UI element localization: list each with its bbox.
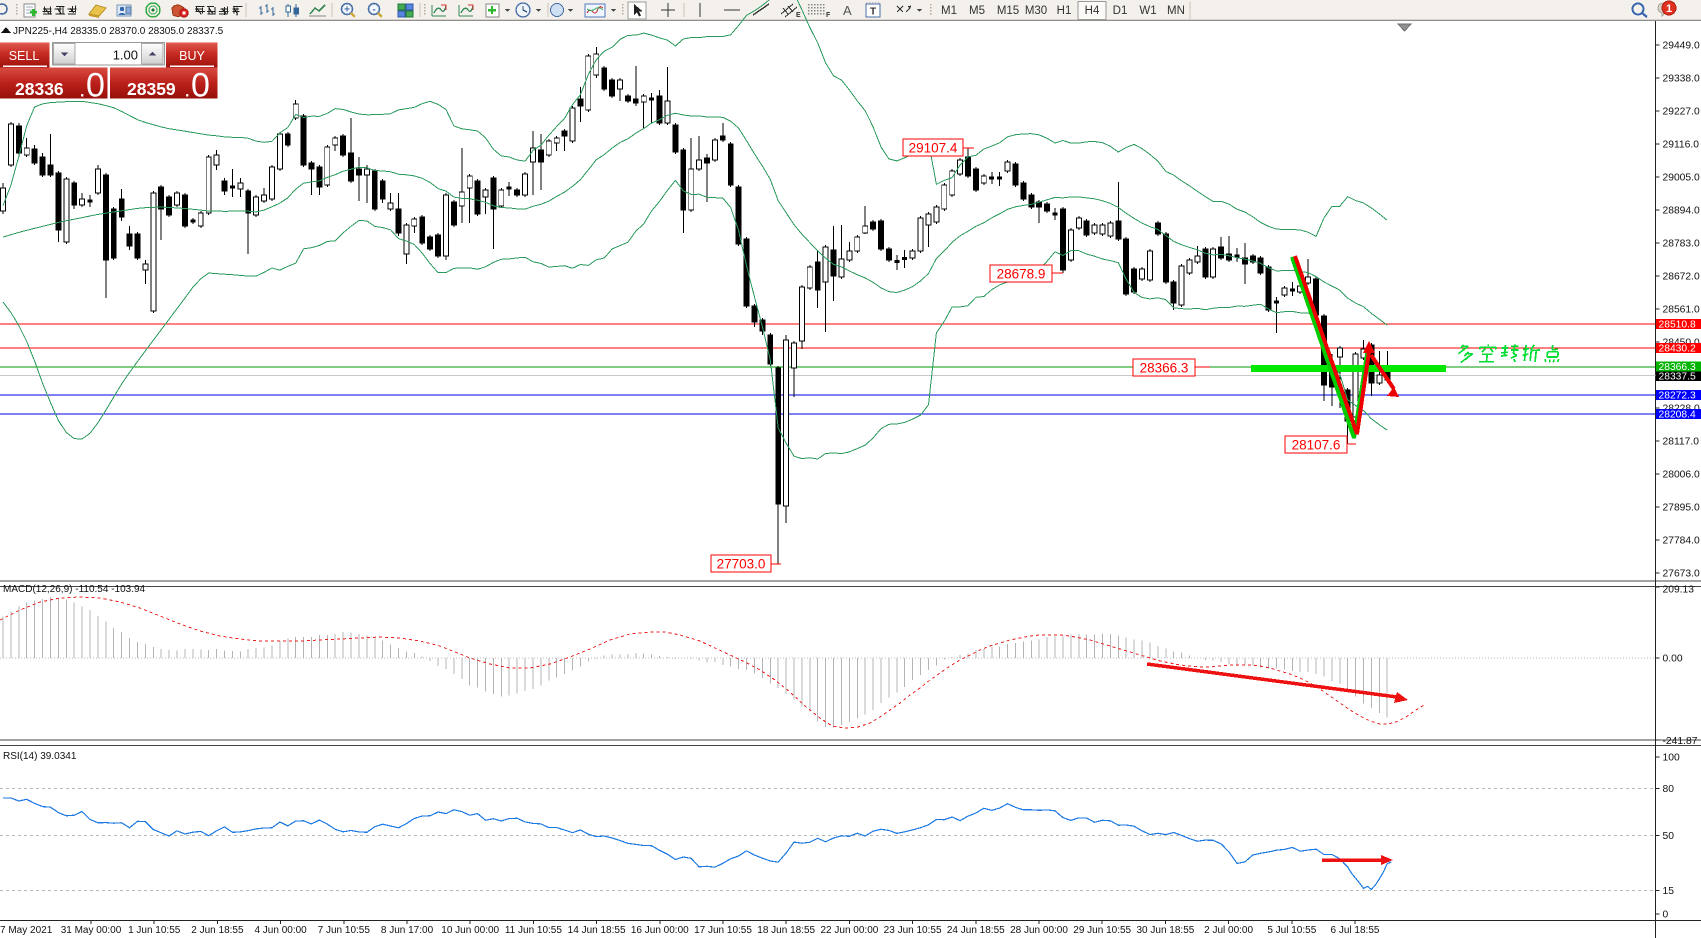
svg-text:27673.0: 27673.0: [1663, 569, 1700, 580]
svg-text:14 Jun 18:55: 14 Jun 18:55: [568, 925, 626, 936]
svg-text:28 Jun 00:00: 28 Jun 00:00: [1010, 925, 1068, 936]
svg-text:28107.6: 28107.6: [1292, 438, 1341, 453]
svg-text:H4: H4: [1085, 5, 1100, 17]
svg-text:29338.0: 29338.0: [1663, 74, 1700, 85]
svg-text:15: 15: [1663, 886, 1675, 897]
svg-text:209.13: 209.13: [1663, 584, 1695, 595]
svg-text:28510.8: 28510.8: [1659, 319, 1696, 330]
svg-text:28272.3: 28272.3: [1659, 390, 1696, 401]
svg-text:A: A: [843, 3, 852, 18]
svg-text:100: 100: [1663, 753, 1680, 764]
svg-text:6 Jul 18:55: 6 Jul 18:55: [1331, 925, 1380, 936]
svg-text:27784.0: 27784.0: [1663, 536, 1700, 547]
svg-text:28783.0: 28783.0: [1663, 239, 1700, 250]
svg-text:7 Jun 10:55: 7 Jun 10:55: [318, 925, 371, 936]
svg-text:50: 50: [1663, 831, 1675, 842]
svg-text:H1: H1: [1057, 5, 1072, 17]
svg-text:M30: M30: [1025, 5, 1047, 17]
svg-text:28672.0: 28672.0: [1663, 272, 1700, 283]
svg-text:29227.0: 29227.0: [1663, 107, 1700, 118]
svg-text:8 Jun 17:00: 8 Jun 17:00: [381, 925, 434, 936]
svg-text:1: 1: [1666, 3, 1672, 15]
svg-text:0: 0: [191, 67, 210, 105]
svg-text:2 Jul 00:00: 2 Jul 00:00: [1204, 925, 1253, 936]
svg-text:T: T: [870, 7, 876, 18]
svg-text:5 Jul 10:55: 5 Jul 10:55: [1267, 925, 1316, 936]
svg-text:MN: MN: [1167, 5, 1185, 17]
svg-text:28430.2: 28430.2: [1659, 343, 1696, 354]
svg-text:1 Jun 10:55: 1 Jun 10:55: [128, 925, 181, 936]
svg-text:10 Jun 00:00: 10 Jun 00:00: [441, 925, 499, 936]
svg-text:-241.87: -241.87: [1663, 736, 1698, 747]
svg-text:29 Jun 10:55: 29 Jun 10:55: [1073, 925, 1131, 936]
svg-text:4 Jun 00:00: 4 Jun 00:00: [254, 925, 307, 936]
svg-text:28366.3: 28366.3: [1659, 362, 1696, 373]
svg-text:27703.0: 27703.0: [717, 557, 766, 572]
svg-text:0.00: 0.00: [1663, 654, 1683, 665]
svg-text:28117.0: 28117.0: [1663, 437, 1700, 448]
svg-text:+: +: [344, 5, 350, 16]
svg-text:RSI(14) 39.0341: RSI(14) 39.0341: [3, 751, 77, 762]
svg-text:D1: D1: [1113, 5, 1128, 17]
svg-text:24 Jun 18:55: 24 Jun 18:55: [947, 925, 1005, 936]
svg-text:0: 0: [86, 67, 105, 105]
svg-text:W1: W1: [1139, 5, 1156, 17]
svg-text:22 Jun 00:00: 22 Jun 00:00: [820, 925, 878, 936]
svg-text:28894.0: 28894.0: [1663, 206, 1700, 217]
svg-text:23 Jun 10:55: 23 Jun 10:55: [884, 925, 942, 936]
svg-text:MACD(12,26,9) -110.54 -103.94: MACD(12,26,9) -110.54 -103.94: [3, 584, 146, 595]
svg-text:29005.0: 29005.0: [1663, 173, 1700, 184]
svg-text:28336: 28336: [15, 79, 64, 99]
svg-text:7 May 2021: 7 May 2021: [0, 925, 53, 936]
svg-text:29449.0: 29449.0: [1663, 41, 1700, 52]
svg-text:17 Jun 10:55: 17 Jun 10:55: [694, 925, 752, 936]
svg-text:M5: M5: [969, 5, 985, 17]
svg-text:18 Jun 18:55: 18 Jun 18:55: [757, 925, 815, 936]
svg-text:BUY: BUY: [179, 49, 205, 63]
svg-text:2 Jun 18:55: 2 Jun 18:55: [191, 925, 244, 936]
svg-text:28006.0: 28006.0: [1663, 470, 1700, 481]
svg-text:16 Jun 00:00: 16 Jun 00:00: [631, 925, 689, 936]
svg-text:28337.5: 28337.5: [1659, 371, 1696, 382]
svg-text:-: -: [372, 5, 375, 16]
svg-text:28561.0: 28561.0: [1663, 305, 1700, 316]
svg-text:0: 0: [1663, 910, 1669, 921]
svg-text:SELL: SELL: [9, 49, 40, 63]
svg-text:30 Jun 18:55: 30 Jun 18:55: [1136, 925, 1194, 936]
svg-text:29107.4: 29107.4: [909, 141, 958, 156]
svg-text:28678.9: 28678.9: [997, 267, 1046, 282]
svg-text:F: F: [826, 12, 831, 19]
svg-text:.: .: [80, 84, 84, 101]
svg-text:1.00: 1.00: [113, 48, 138, 63]
svg-text:28366.3: 28366.3: [1140, 361, 1189, 376]
svg-text:JPN225-,H4 28335.0 28370.0 28: JPN225-,H4 28335.0 28370.0 28305.0 28337…: [13, 26, 224, 37]
svg-text:28359: 28359: [127, 79, 176, 99]
svg-text:27895.0: 27895.0: [1663, 503, 1700, 514]
svg-text:29116.0: 29116.0: [1663, 140, 1700, 151]
svg-text:M1: M1: [941, 5, 957, 17]
svg-text:E: E: [796, 12, 801, 19]
svg-text:80: 80: [1663, 784, 1675, 795]
svg-text:M15: M15: [997, 5, 1019, 17]
svg-text:11 Jun 10:55: 11 Jun 10:55: [505, 925, 563, 936]
svg-text:28208.4: 28208.4: [1659, 409, 1696, 420]
svg-text:.: .: [185, 84, 189, 101]
svg-text:31 May 00:00: 31 May 00:00: [61, 925, 122, 936]
